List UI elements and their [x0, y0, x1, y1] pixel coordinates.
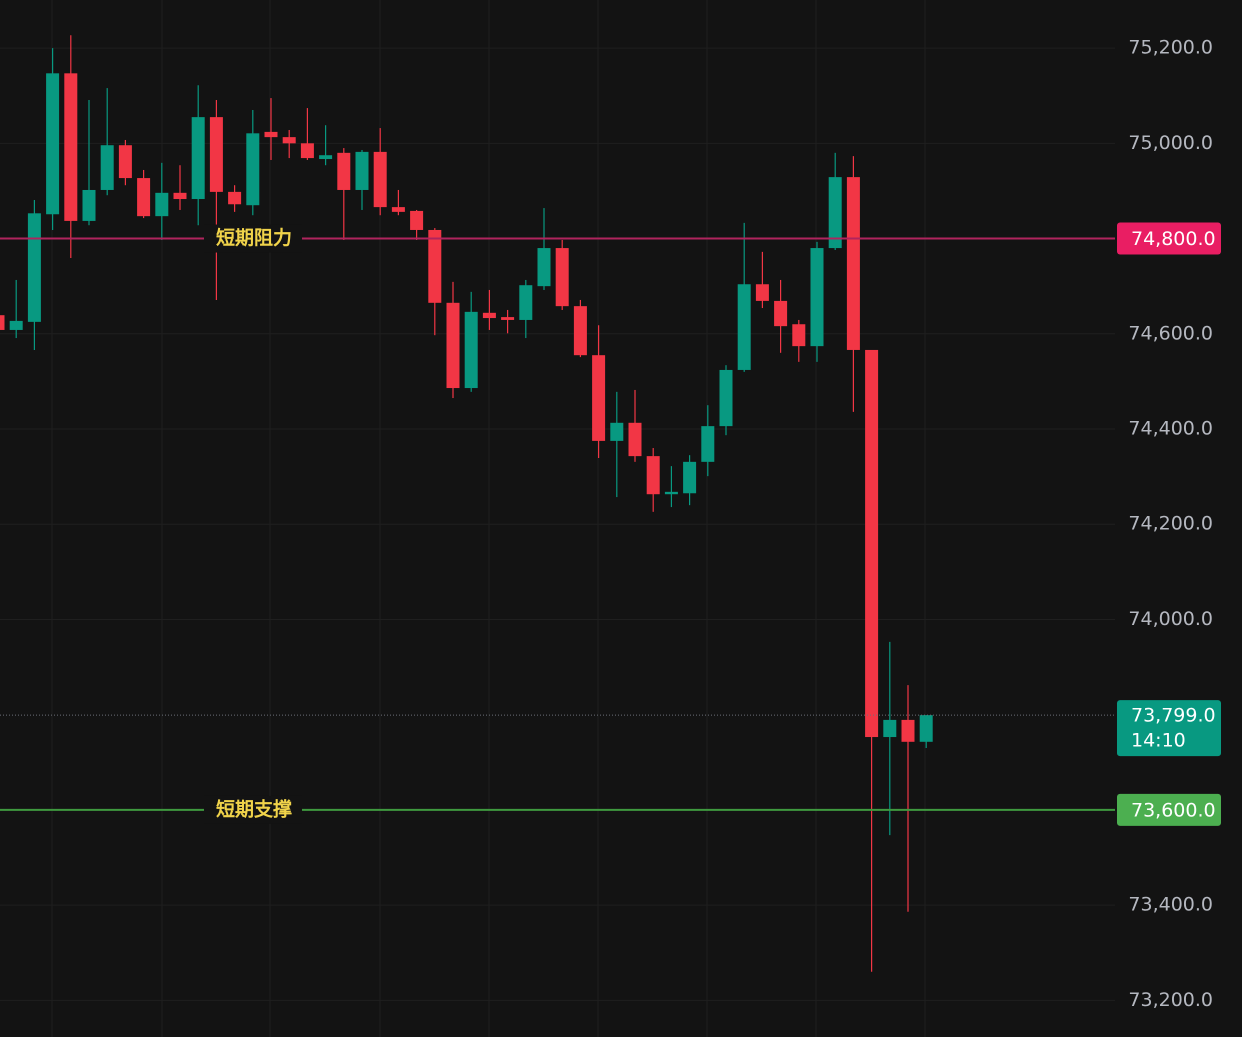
candle-body	[919, 715, 933, 742]
level-label: 短期阻力	[216, 226, 292, 249]
candle-body	[373, 151, 387, 208]
candle-body	[555, 248, 569, 307]
candle-body	[0, 315, 5, 330]
candle-body	[501, 317, 515, 320]
y-tick-label: 74,600.0	[1128, 322, 1213, 344]
candle-body	[737, 284, 751, 370]
candle-body	[337, 152, 351, 190]
candle-body	[46, 73, 60, 215]
candle-body	[209, 117, 223, 192]
candle-body	[628, 422, 642, 457]
candle-body	[865, 349, 879, 738]
candle-body	[592, 355, 606, 441]
candle-body	[901, 719, 915, 742]
candle-body	[191, 117, 205, 200]
price-box-label: 73,600.0	[1131, 799, 1216, 821]
candle-body	[719, 369, 733, 427]
candle-body	[573, 306, 587, 356]
candle-body	[355, 151, 369, 190]
candle-body	[537, 248, 551, 287]
candle-body	[519, 285, 533, 320]
y-tick-label: 73,200.0	[1128, 989, 1213, 1011]
candle-body	[774, 300, 788, 327]
candle-body	[173, 192, 187, 200]
y-tick-label: 75,200.0	[1128, 37, 1213, 59]
candle-body	[610, 422, 624, 441]
candle-body	[755, 284, 769, 301]
candle-body	[464, 311, 478, 389]
candle-body	[683, 461, 697, 494]
price-box-label: 74,800.0	[1131, 228, 1216, 250]
candle-body	[410, 210, 424, 230]
candle-body	[846, 177, 860, 350]
last-price-label: 73,799.0	[1131, 705, 1216, 727]
candle-body	[9, 320, 23, 330]
level-label: 短期支撑	[216, 797, 292, 820]
candle-body	[282, 137, 296, 144]
candle-body	[246, 133, 260, 206]
candle-body	[664, 491, 678, 495]
candle-body	[82, 189, 96, 221]
candle-body	[137, 178, 151, 217]
candle-body	[228, 191, 242, 205]
y-tick-label: 74,000.0	[1128, 608, 1213, 630]
level-label-bg	[204, 795, 302, 824]
price-box	[1117, 793, 1221, 826]
candle-body	[391, 207, 405, 212]
candle-body	[482, 312, 496, 319]
candle-body	[701, 426, 715, 462]
candle-body	[27, 213, 41, 322]
candle-body	[446, 302, 460, 389]
y-tick-label: 74,400.0	[1128, 417, 1213, 439]
candle-body	[300, 143, 314, 159]
candle-body	[100, 145, 114, 190]
candle-body	[264, 131, 278, 138]
price-box	[1117, 222, 1221, 255]
y-tick-label: 75,000.0	[1128, 132, 1213, 154]
level-label-bg	[204, 224, 302, 253]
candle-body	[883, 719, 897, 738]
candle-body	[646, 456, 660, 495]
candle-body	[792, 324, 806, 347]
candle-body	[428, 229, 442, 303]
candle-body	[828, 177, 842, 249]
candle-body	[810, 248, 824, 347]
last-price-box	[1117, 700, 1221, 757]
candle-body	[118, 145, 132, 179]
y-tick-label: 73,400.0	[1128, 894, 1213, 916]
candle-body	[155, 192, 169, 217]
countdown-label: 14:10	[1131, 730, 1186, 752]
y-tick-label: 74,200.0	[1128, 513, 1213, 535]
candle-body	[64, 73, 78, 221]
candle-body	[319, 155, 333, 160]
